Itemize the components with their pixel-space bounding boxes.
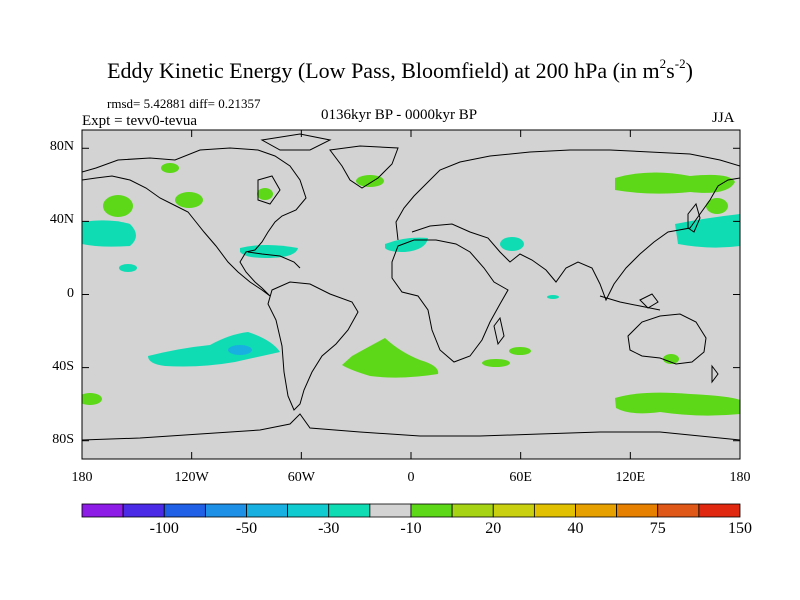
colorbar-label: 150 xyxy=(728,520,752,537)
colorbar-label: -30 xyxy=(318,520,340,537)
colorbar xyxy=(81,503,741,518)
colorbar-label: -10 xyxy=(400,520,422,537)
coast-greenland xyxy=(329,145,399,189)
colorbar-swatch xyxy=(328,503,371,518)
colorbar-label: 75 xyxy=(649,520,666,537)
lon-label: 180 xyxy=(71,470,93,485)
colorbar-swatch xyxy=(698,503,741,518)
plot-title: Eddy Kinetic Energy (Low Pass, Bloomfiel… xyxy=(107,56,693,83)
coast-caribbean xyxy=(247,251,301,269)
coast-madagascar xyxy=(493,316,505,346)
lat-label: 0 xyxy=(67,285,74,301)
lat-label: 80N xyxy=(49,139,74,155)
patch-neg xyxy=(547,295,559,299)
coast-indonesia xyxy=(599,295,661,311)
coastlines xyxy=(82,133,740,441)
colorbar-swatch xyxy=(81,503,124,518)
colorbar-swatch xyxy=(410,503,453,518)
lon-label: 120W xyxy=(174,470,209,485)
colorbar-swatch xyxy=(492,503,535,518)
patch-pos xyxy=(257,188,273,200)
coast-hudson-bay xyxy=(257,175,281,205)
patch-pos xyxy=(342,338,439,378)
patch-pos xyxy=(103,195,133,217)
patch-pos xyxy=(706,198,728,214)
patch-pos xyxy=(356,175,384,187)
coast-north-america xyxy=(82,147,307,297)
coast-eurasia-south xyxy=(411,177,740,302)
colorbar-swatch xyxy=(122,503,165,518)
colorbar-swatch xyxy=(369,503,412,518)
patch-pos xyxy=(161,163,179,173)
coast-antarctica xyxy=(82,413,740,441)
patch-neg xyxy=(148,332,280,367)
colorbar-label: -50 xyxy=(235,520,258,537)
coast-africa xyxy=(391,239,509,363)
colorbar-swatch xyxy=(657,503,700,518)
lon-label: 120E xyxy=(615,470,646,485)
lon-ticks xyxy=(81,130,741,459)
patch-neg xyxy=(385,237,428,252)
lat-label: 40N xyxy=(49,212,74,228)
patch-neg xyxy=(119,264,137,272)
period-label: 0136kyr BP - 0000kyr BP xyxy=(321,107,478,123)
patch-pos xyxy=(175,192,203,208)
patch-neg xyxy=(500,237,524,251)
colorbar-label: -100 xyxy=(149,520,179,537)
lat-ticks xyxy=(82,147,740,442)
patch-neg xyxy=(240,245,298,258)
coast-borneo xyxy=(639,293,659,309)
colorbar-swatch xyxy=(616,503,659,518)
lat-label: 80S xyxy=(52,431,74,447)
colorbar-swatch xyxy=(204,503,247,518)
colorbar-swatch xyxy=(533,503,576,518)
coast-new-zealand xyxy=(711,364,719,384)
colorbar-swatch xyxy=(163,503,206,518)
colorbar-label: 20 xyxy=(485,520,502,537)
patch-pos xyxy=(663,354,679,364)
experiment-label: Expt = tevv0-tevua xyxy=(82,113,198,129)
coast-eurasia-north xyxy=(395,149,740,241)
colorbar-swatch xyxy=(575,503,618,518)
coast-japan xyxy=(687,202,701,233)
lat-label: 40S xyxy=(52,358,74,374)
coast-south-america xyxy=(267,281,359,411)
patch-pos xyxy=(82,393,102,405)
patch-pos xyxy=(509,347,531,355)
season-label: JJA xyxy=(712,110,735,126)
lon-label: 60E xyxy=(509,470,532,485)
stats-label: rmsd= 5.42881 diff= 0.21357 xyxy=(107,96,261,111)
patch-pos xyxy=(615,172,735,194)
patch-pos xyxy=(615,392,740,416)
patch-neg xyxy=(82,220,136,247)
patch-pos xyxy=(482,359,510,367)
colorbar-swatch xyxy=(246,503,289,518)
coast-arctic-islands xyxy=(260,133,332,151)
colorbar-swatch xyxy=(451,503,494,518)
lon-label: 60W xyxy=(287,470,315,485)
patch-neg xyxy=(228,345,252,355)
colorbar-label: 40 xyxy=(567,520,584,537)
lon-label: 0 xyxy=(407,470,415,485)
patch-neg xyxy=(675,214,740,248)
lon-label: 180 xyxy=(729,470,751,485)
anomaly-patches xyxy=(82,163,740,416)
coast-australia xyxy=(627,313,707,365)
colorbar-swatch xyxy=(287,503,330,518)
